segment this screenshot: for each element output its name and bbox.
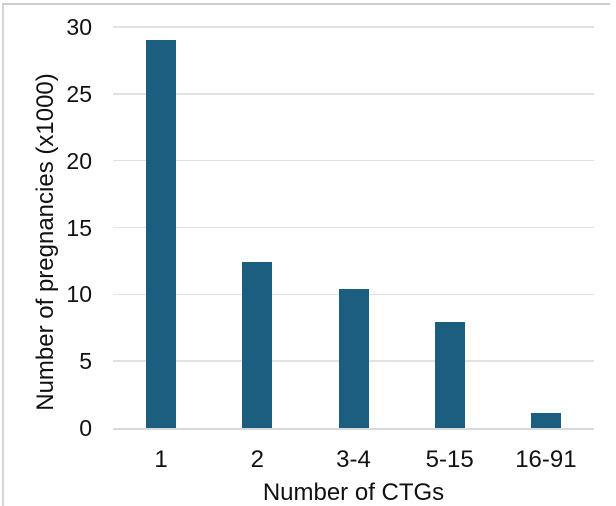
gridline xyxy=(113,26,594,28)
x-axis-title: Number of CTGs xyxy=(262,479,445,506)
x-tick-label: 2 xyxy=(250,446,264,473)
y-tick-label: 30 xyxy=(66,14,92,40)
bar-2 xyxy=(242,262,273,428)
y-tick-label: 20 xyxy=(66,147,92,174)
x-axis-line xyxy=(113,428,594,430)
x-tick-label: 3-4 xyxy=(336,446,371,473)
y-tick-label: 25 xyxy=(66,80,92,107)
bar-5-15 xyxy=(434,322,465,428)
gridline xyxy=(113,159,594,162)
bar-16-91 xyxy=(530,413,561,428)
x-tick-label: 16-91 xyxy=(515,446,577,473)
x-tick-label: 1 xyxy=(154,446,168,473)
plot-area xyxy=(113,26,594,430)
y-tick-label: 15 xyxy=(66,214,92,241)
y-tick-label: 10 xyxy=(66,281,92,308)
bar-3-4 xyxy=(338,289,369,428)
gridline xyxy=(113,93,594,95)
gridline xyxy=(113,226,594,229)
y-tick-label: 5 xyxy=(79,348,92,375)
x-tick-label: 5-15 xyxy=(425,446,474,473)
y-tick-label: 0 xyxy=(79,415,92,441)
bar-1 xyxy=(146,40,177,428)
